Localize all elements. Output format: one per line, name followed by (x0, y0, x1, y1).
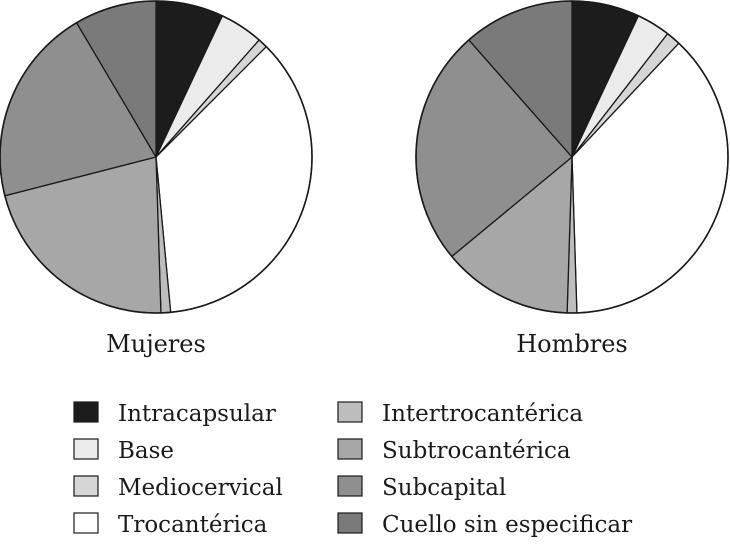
legend-swatch-subcapital (337, 475, 363, 497)
legend-label-subtrocanterica: Subtrocantérica (382, 438, 571, 464)
legend: Intracapsular Base Mediocervical Trocant… (73, 401, 632, 538)
legend-swatch-mediocervical (73, 475, 99, 497)
pie-hombres (415, 0, 729, 314)
pie-mujeres-outline (0, 0, 313, 314)
legend-label-intertrocanterica: Intertrocantérica (382, 401, 583, 427)
legend-label-subcapital: Subcapital (382, 475, 506, 501)
legend-label-trocanterica: Trocantérica (118, 512, 268, 538)
legend-swatch-cuello-sin-especificar (337, 512, 363, 534)
legend-swatch-trocanterica (73, 512, 99, 534)
legend-label-mediocervical: Mediocervical (118, 475, 283, 501)
legend-label-intracapsular: Intracapsular (118, 401, 276, 427)
legend-swatch-intertrocanterica (337, 401, 363, 423)
legend-swatch-base (73, 438, 99, 460)
pie-label-mujeres: Mujeres (106, 330, 206, 358)
pie-hombres-outline (415, 0, 729, 314)
legend-swatch-subtrocanterica (337, 438, 363, 460)
legend-swatch-intracapsular (73, 401, 99, 423)
pie-label-hombres: Hombres (516, 330, 628, 358)
legend-label-base: Base (118, 438, 174, 464)
legend-label-cuello-sin-especificar: Cuello sin especificar (382, 512, 632, 538)
pie-mujeres (0, 0, 313, 314)
